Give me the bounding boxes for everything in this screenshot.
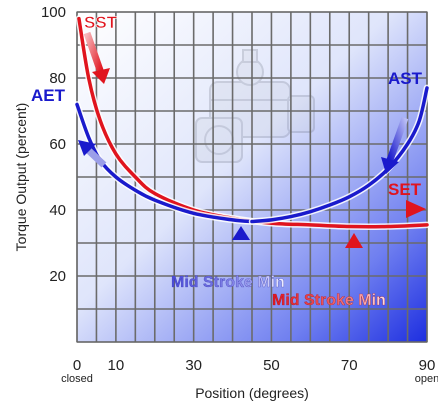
x-tick-label: 10 <box>108 357 125 374</box>
x-tick-label: 90 <box>419 357 436 374</box>
x-tick-label: 30 <box>185 357 202 374</box>
x-tick-sublabel: closed <box>61 373 93 385</box>
plot-border <box>76 11 428 343</box>
annotation-mid-stroke-min-blue: Mid Stroke Min <box>171 274 285 291</box>
annotation-aet: AET <box>31 86 66 105</box>
series-layer <box>73 15 431 230</box>
annotation-arrows <box>78 31 426 290</box>
y-tick-label: 40 <box>49 202 66 219</box>
mid-stroke-min-red-arrow <box>345 233 363 290</box>
y-axis-label: Torque Output (percent) <box>13 103 29 252</box>
ast-arrow <box>381 116 409 174</box>
y-tick-label: 60 <box>49 136 66 153</box>
x-tick-label: 70 <box>341 357 358 374</box>
annotation-set: SET <box>388 180 422 199</box>
annotation-mid-stroke-min-red: Mid Stroke Min <box>272 292 386 309</box>
sst-arrow <box>83 31 110 84</box>
aet-arrow <box>78 140 107 168</box>
x-tick-label: 0 <box>73 357 81 374</box>
series-line-ast <box>250 86 429 224</box>
annotation-sst: SST <box>84 13 118 32</box>
x-axis-label: Position (degrees) <box>195 385 309 401</box>
x-tick-sublabel: open <box>415 373 438 385</box>
actuator-watermark-illustration <box>195 49 315 163</box>
y-tick-label: 80 <box>49 70 66 87</box>
y-tick-label: 100 <box>41 4 66 21</box>
x-tick-label: 50 <box>263 357 280 374</box>
set-arrow <box>335 200 426 218</box>
mid-stroke-min-blue-arrow <box>232 226 250 268</box>
y-tick-label: 20 <box>49 268 66 285</box>
annotation-ast: AST <box>388 69 423 88</box>
